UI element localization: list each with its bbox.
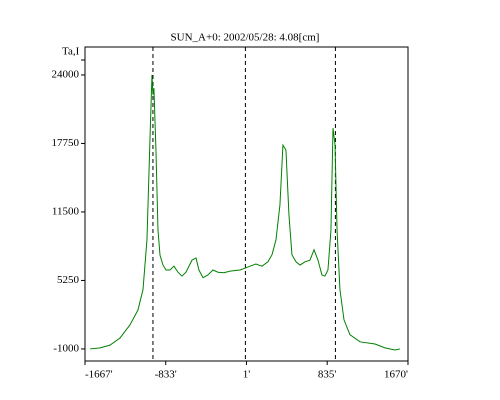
data-line bbox=[89, 74, 401, 351]
y-tick-label: 5250 bbox=[57, 274, 80, 286]
y-tick-label: 24000 bbox=[52, 68, 80, 80]
plot-frame bbox=[84, 46, 409, 362]
x-tick-label: 1' bbox=[243, 369, 251, 381]
chart-title: SUN_A+0: 2002/05/28: 4.08[cm] bbox=[171, 32, 320, 44]
y-tick-label: 11500 bbox=[52, 205, 80, 217]
y-axis-label: Ta,I bbox=[62, 46, 80, 58]
x-tick-label: -833' bbox=[155, 369, 177, 381]
x-tick-label: 835' bbox=[318, 369, 337, 381]
x-tick-label: -1667' bbox=[85, 369, 113, 381]
x-tick-label: 1670' bbox=[384, 369, 408, 381]
y-tick-label: 17750 bbox=[52, 137, 80, 149]
y-tick-label: -1000 bbox=[53, 342, 79, 354]
